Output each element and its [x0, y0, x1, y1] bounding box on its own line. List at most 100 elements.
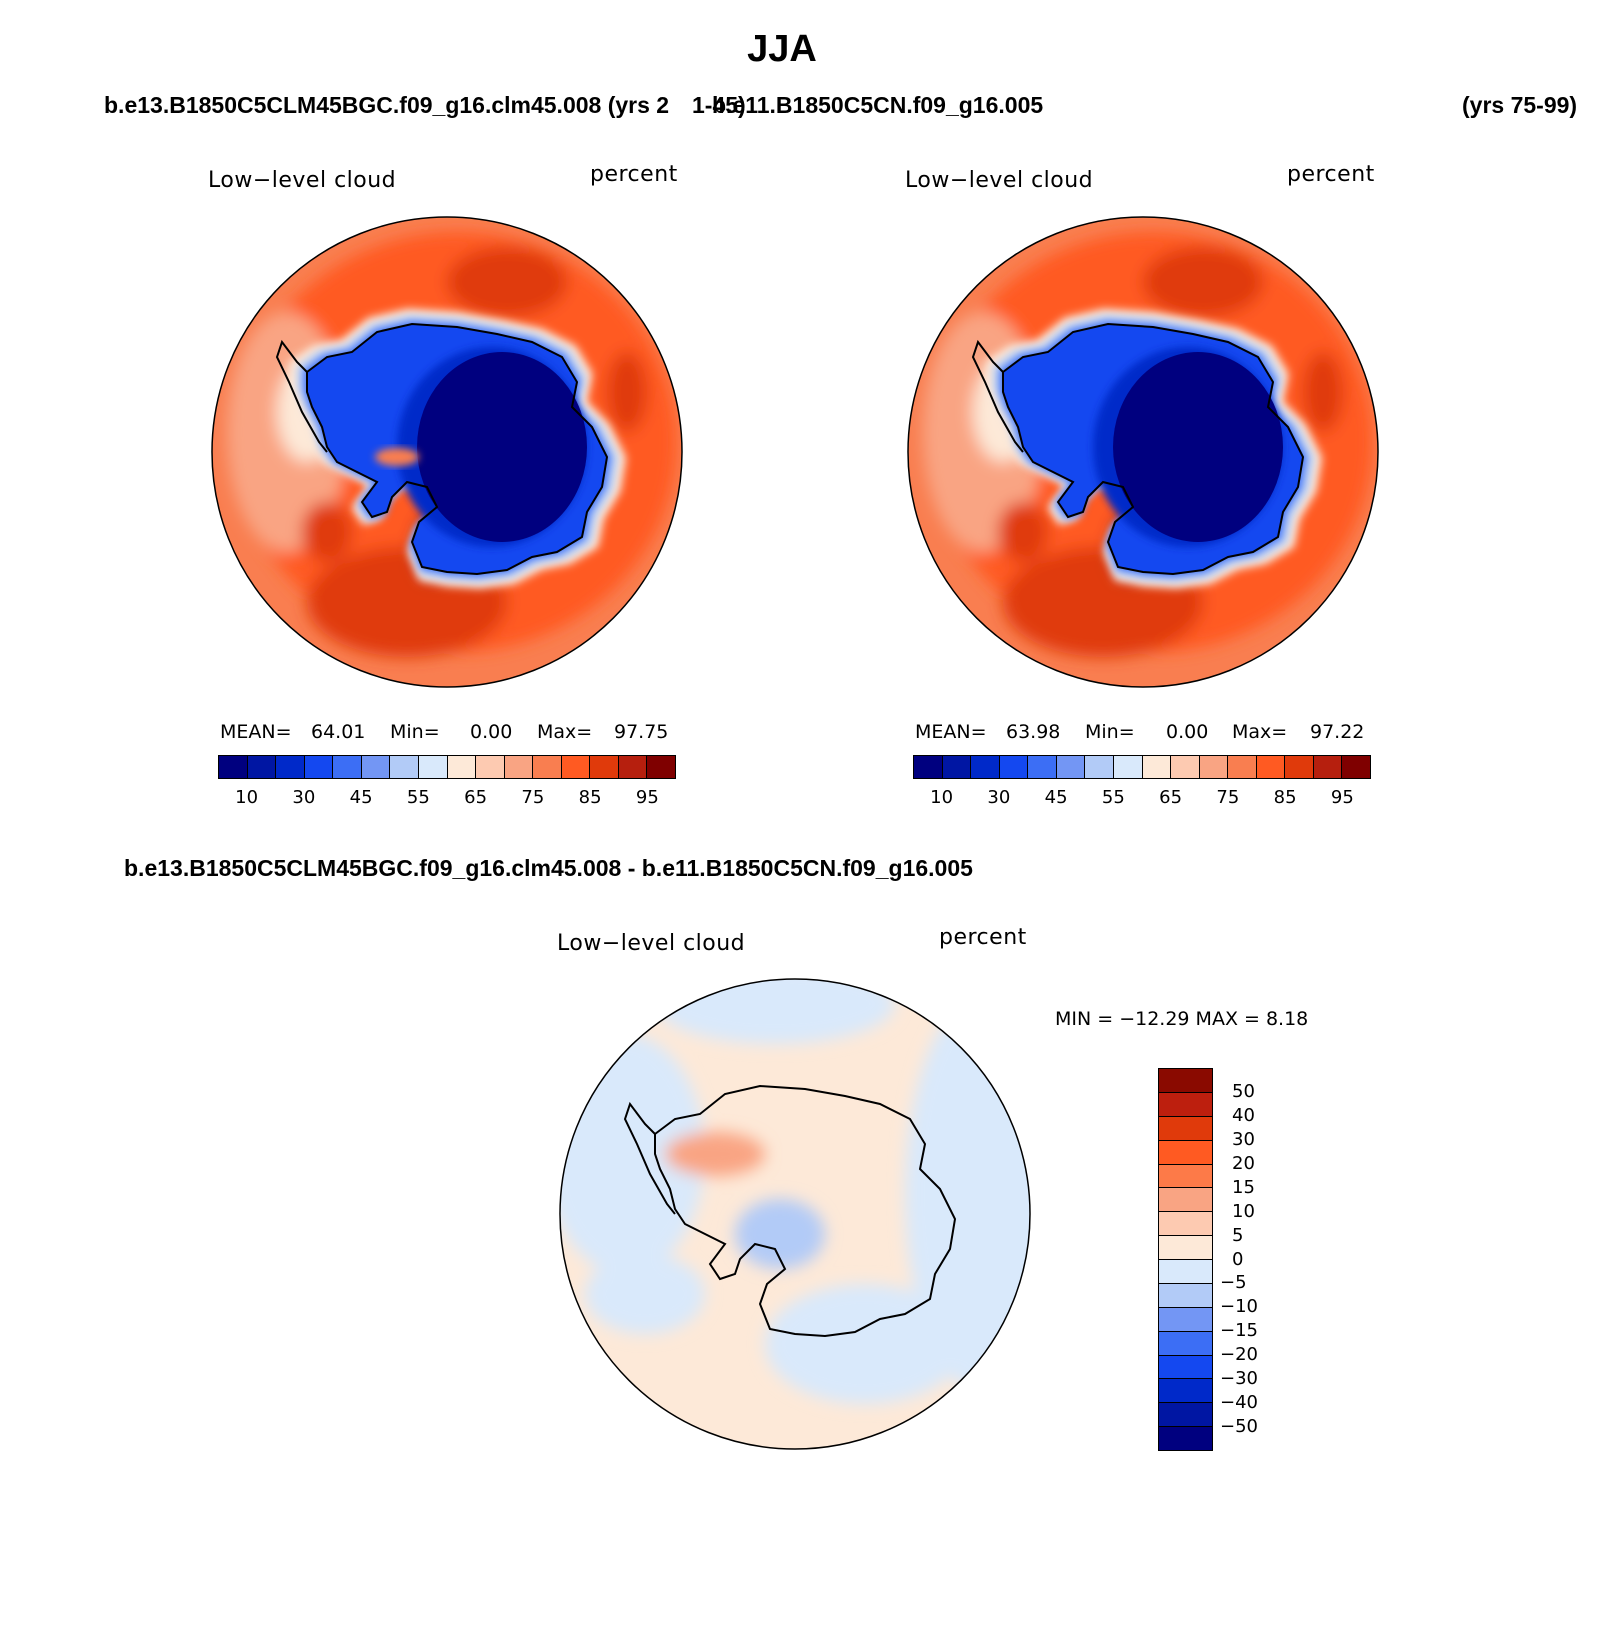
case1-title: b.e13.B1850C5CLM45BGC.f09_g16.clm45.008 … [104, 92, 670, 118]
right-colorbar-swatch [942, 756, 972, 778]
diff-colorbar-tick-label: −40 [1220, 1392, 1258, 1414]
right-mean-label: MEAN= [915, 721, 987, 743]
diff-map [560, 979, 1030, 1449]
diff-colorbar [1158, 1068, 1213, 1451]
left-colorbar-swatch [361, 756, 391, 778]
right-colorbar-swatch [914, 756, 943, 778]
left-colorbar-swatch [418, 756, 448, 778]
left-colorbar [218, 755, 676, 779]
left-variable-label: Low−level cloud [208, 168, 397, 193]
left-colorbar-swatch [533, 756, 562, 778]
diff-colorbar-tick-label: 5 [1232, 1224, 1244, 1246]
right-map [908, 217, 1378, 687]
right-colorbar-swatch [1228, 756, 1257, 778]
case1-title-overlap: 1-45) [692, 92, 746, 118]
right-colorbar-swatch [1085, 756, 1114, 778]
left-colorbar-swatch [618, 756, 648, 778]
right-units-label: percent [1287, 162, 1375, 187]
diff-colorbar-tick-label: 10 [1232, 1200, 1255, 1222]
diff-colorbar-swatch [1159, 1092, 1212, 1117]
right-colorbar-tick-label: 45 [1044, 787, 1068, 808]
diff-colorbar-swatch [1159, 1283, 1212, 1308]
diff-colorbar-tick-label: −20 [1220, 1344, 1258, 1366]
right-variable-label: Low−level cloud [905, 168, 1094, 193]
right-colorbar-tick-label: 30 [987, 787, 1011, 808]
diff-colorbar-swatch [1159, 1188, 1212, 1213]
left-mean-value: 64.01 [311, 721, 366, 743]
left-colorbar-swatch [333, 756, 362, 778]
left-map [212, 217, 682, 687]
left-units-label: percent [590, 162, 678, 187]
left-colorbar-swatch [304, 756, 334, 778]
right-colorbar-tick-label: 65 [1159, 787, 1183, 808]
right-colorbar-ticks: 10 30 45 55 65 75 85 95 [913, 787, 1371, 811]
diff-colorbar-swatch [1159, 1355, 1212, 1380]
right-colorbar-swatch [1113, 756, 1143, 778]
left-colorbar-swatch [447, 756, 477, 778]
right-colorbar-swatch [971, 756, 1000, 778]
diff-units-label: percent [939, 925, 1027, 950]
right-min-label: Min= [1085, 721, 1135, 743]
left-colorbar-swatch [476, 756, 505, 778]
right-colorbar-tick-label: 55 [1101, 787, 1125, 808]
left-colorbar-swatch [276, 756, 305, 778]
right-colorbar-swatch [1342, 756, 1370, 778]
right-colorbar [913, 755, 1371, 779]
left-colorbar-tick-label: 65 [464, 787, 488, 808]
diff-colorbar-swatch [1159, 1331, 1212, 1356]
right-max-value: 97.22 [1310, 721, 1365, 743]
diff-colorbar-swatch [1159, 1236, 1212, 1260]
left-colorbar-tick-label: 55 [406, 787, 430, 808]
diff-colorbar-swatch [1159, 1307, 1212, 1332]
left-colorbar-tick-label: 30 [292, 787, 316, 808]
right-colorbar-tick-label: 95 [1330, 787, 1354, 808]
right-colorbar-swatch [1199, 756, 1229, 778]
left-min-value: 0.00 [470, 721, 513, 743]
diff-colorbar-swatch [1159, 1069, 1212, 1093]
diff-colorbar-tick-label: −15 [1220, 1320, 1258, 1342]
left-mean-label: MEAN= [220, 721, 292, 743]
diff-colorbar-tick-label: −30 [1220, 1368, 1258, 1390]
right-colorbar-swatch [1142, 756, 1172, 778]
case2-years: (yrs 75-99) [1462, 92, 1578, 118]
right-colorbar-swatch [1285, 756, 1314, 778]
right-colorbar-swatch [999, 756, 1029, 778]
right-colorbar-tick-label: 10 [930, 787, 954, 808]
diff-colorbar-swatch [1159, 1260, 1212, 1284]
diff-colorbar-tick-label: 0 [1232, 1248, 1244, 1270]
left-colorbar-swatch [504, 756, 534, 778]
left-colorbar-swatch [561, 756, 591, 778]
diff-colorbar-tick-label: 20 [1232, 1152, 1255, 1174]
diff-colorbar-tick-label: 40 [1232, 1104, 1255, 1126]
case2-title: b.e11.B1850C5CN.f09_g16.005 [712, 92, 1044, 118]
left-colorbar-swatch [219, 756, 248, 778]
left-colorbar-tick-label: 10 [235, 787, 259, 808]
left-colorbar-swatch [390, 756, 419, 778]
diff-colorbar-swatch [1159, 1403, 1212, 1428]
diff-colorbar-swatch [1159, 1212, 1212, 1237]
season-title: JJA [747, 28, 817, 70]
left-colorbar-ticks: 10 30 45 55 65 75 85 95 [218, 787, 676, 811]
left-colorbar-swatch [647, 756, 675, 778]
right-colorbar-swatch [1313, 756, 1343, 778]
right-colorbar-swatch [1171, 756, 1200, 778]
right-colorbar-tick-label: 75 [1216, 787, 1240, 808]
diff-colorbar-swatch [1159, 1140, 1212, 1165]
diff-colorbar-tick-label: 50 [1232, 1080, 1255, 1102]
right-min-value: 0.00 [1166, 721, 1209, 743]
left-max-label: Max= [537, 721, 593, 743]
right-mean-value: 63.98 [1006, 721, 1061, 743]
diff-title: b.e13.B1850C5CLM45BGC.f09_g16.clm45.008 … [124, 855, 973, 881]
left-colorbar-tick-label: 45 [349, 787, 373, 808]
right-colorbar-swatch [1028, 756, 1057, 778]
diff-minmax: MIN = −12.29 MAX = 8.18 [1055, 1008, 1309, 1030]
left-colorbar-tick-label: 95 [635, 787, 659, 808]
diff-colorbar-ticks: 50 40 30 20 15 10 5 0 −5 −10 −15 −20 −30 −40 −50 [1220, 1068, 1300, 1451]
right-colorbar-tick-label: 85 [1273, 787, 1297, 808]
diff-colorbar-tick-label: −50 [1220, 1416, 1258, 1438]
left-colorbar-swatch [247, 756, 277, 778]
diff-colorbar-tick-label: −10 [1220, 1296, 1258, 1318]
left-min-label: Min= [390, 721, 440, 743]
